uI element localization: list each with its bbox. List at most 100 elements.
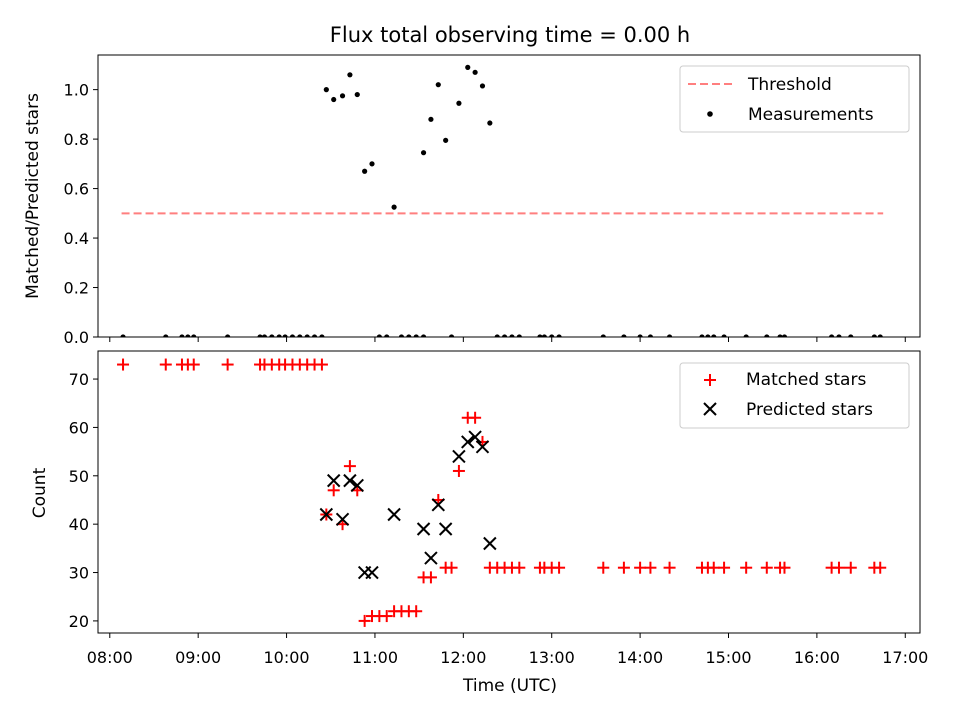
bottom-matched-stars-point	[513, 561, 526, 574]
legend-measurements-swatch	[707, 111, 713, 117]
bottom-predicted-stars-point	[387, 507, 401, 522]
bottom-matched-stars-point	[597, 561, 610, 574]
top-measurements-point	[376, 334, 382, 337]
bottom-predicted-stars-point	[483, 536, 497, 551]
top-measurements-point	[443, 137, 449, 143]
top-measurements-point	[871, 334, 877, 337]
bottom-matched-stars-point	[634, 561, 647, 574]
top-measurements-point	[297, 334, 303, 337]
top-measurements-point	[331, 96, 337, 103]
legend-measurements-label: Measurements	[748, 105, 874, 125]
bottom-matched-stars-point	[707, 561, 720, 574]
top-measurements-point	[705, 334, 711, 337]
bottom-predicted-stars-point	[452, 449, 466, 464]
top-measurements-point	[829, 334, 835, 337]
top-measurements-point	[516, 334, 522, 337]
top-plot-area: 0.0 0.2 0.4 0.6 0.8 1.0	[64, 54, 921, 347]
top-measurements-point	[319, 334, 325, 337]
top-measurements-point	[848, 334, 854, 337]
top-y-tick-label: 0.0	[64, 328, 89, 347]
top-measurements-point	[781, 334, 788, 337]
top-measurements-point	[179, 334, 185, 337]
bottom-matched-stars-point	[187, 358, 200, 371]
bottom-y-tick-label: 50	[69, 467, 89, 486]
top-measurements-point	[487, 120, 493, 126]
top-measurements-point	[877, 334, 883, 337]
bottom-matched-stars-point	[644, 561, 657, 574]
bottom-predicted-stars-point	[468, 430, 482, 444]
top-measurements-point	[764, 334, 770, 337]
x-tick-label: 13:00	[529, 648, 575, 667]
top-measurements-point	[541, 334, 547, 337]
bottom-matched-stars-point	[452, 464, 465, 477]
bottom-predicted-stars-point	[438, 522, 453, 536]
top-measurements-point	[354, 91, 360, 98]
top-measurements-point	[276, 334, 282, 337]
bottom-legend-box	[679, 362, 910, 429]
bottom-predicted-stars-point	[343, 473, 357, 488]
bottom-matched-stars-point	[832, 561, 845, 574]
top-measurements-point	[304, 334, 310, 337]
bottom-matched-stars-point	[380, 610, 393, 623]
bottom-predicted-stars-point	[424, 551, 438, 565]
top-measurements-point	[369, 161, 375, 167]
x-tick-label: 11:00	[352, 648, 398, 667]
bottom-y-tick-label: 60	[69, 418, 89, 437]
legend-matched-swatch	[704, 374, 716, 386]
bottom-matched-stars-point	[874, 561, 887, 574]
top-measurements-point	[537, 334, 543, 337]
top-markers	[120, 64, 884, 337]
bottom-matched-stars-point	[760, 561, 773, 574]
top-measurements-point	[163, 334, 169, 337]
top-measurements-point	[323, 87, 329, 93]
top-measurements-point	[428, 116, 434, 122]
x-tick-label: 10:00	[264, 648, 310, 667]
bottom-matched-stars-point	[553, 561, 566, 574]
bottom-markers	[117, 358, 887, 627]
bottom-matched-stars-point	[844, 561, 857, 574]
legend-predicted-swatch	[703, 402, 717, 416]
top-axes-frame	[97, 54, 921, 338]
top-measurements-point	[699, 334, 705, 337]
top-measurements-point	[501, 334, 508, 337]
x-axis-label: Time (UTC)	[462, 676, 557, 696]
top-measurements-point	[721, 334, 727, 337]
bottom-y-tick-label: 30	[69, 564, 89, 583]
top-measurements-point	[711, 334, 717, 337]
top-measurements-point	[600, 334, 606, 337]
bottom-predicted-stars-point	[416, 522, 431, 536]
bottom-matched-stars-point	[315, 358, 328, 371]
top-measurements-point	[472, 69, 478, 75]
bottom-predicted-stars-point	[461, 435, 475, 449]
top-measurements-point	[479, 83, 486, 89]
bottom-matched-stars-point	[718, 561, 731, 574]
bottom-matched-stars-point	[469, 411, 482, 424]
top-measurements-point	[339, 93, 346, 99]
x-tick-label: 17:00	[882, 648, 928, 667]
legend-predicted-label: Predicted stars	[746, 400, 873, 420]
top-measurements-point	[289, 334, 296, 337]
top-measurements-point	[120, 334, 126, 337]
bottom-matched-stars-point	[778, 561, 791, 574]
bottom-y-axis-label: Count	[30, 467, 50, 518]
bottom-predicted-stars-point	[335, 512, 350, 527]
bottom-predicted-stars-point	[431, 498, 445, 512]
top-y-tick-label: 0.2	[64, 279, 89, 298]
bottom-y-tick-label: 20	[69, 612, 89, 631]
top-measurements-point	[391, 204, 397, 210]
top-legend: Threshold Measurements	[679, 65, 910, 133]
x-tick-label: 12:00	[440, 648, 486, 667]
top-measurements-point	[777, 334, 783, 337]
bottom-matched-stars-point	[117, 358, 130, 371]
bottom-matched-stars-point	[327, 484, 340, 497]
bottom-predicted-stars-point	[319, 507, 334, 522]
top-measurements-point	[257, 334, 263, 337]
bottom-matched-stars-point	[221, 358, 234, 371]
bottom-matched-stars-point	[159, 358, 172, 371]
top-measurements-point	[647, 334, 654, 337]
top-measurements-point	[637, 334, 643, 337]
top-measurements-point	[621, 334, 627, 337]
top-y-tick-label: 0.6	[64, 180, 89, 199]
bottom-matched-stars-point	[343, 460, 356, 473]
top-measurements-point	[261, 334, 268, 337]
